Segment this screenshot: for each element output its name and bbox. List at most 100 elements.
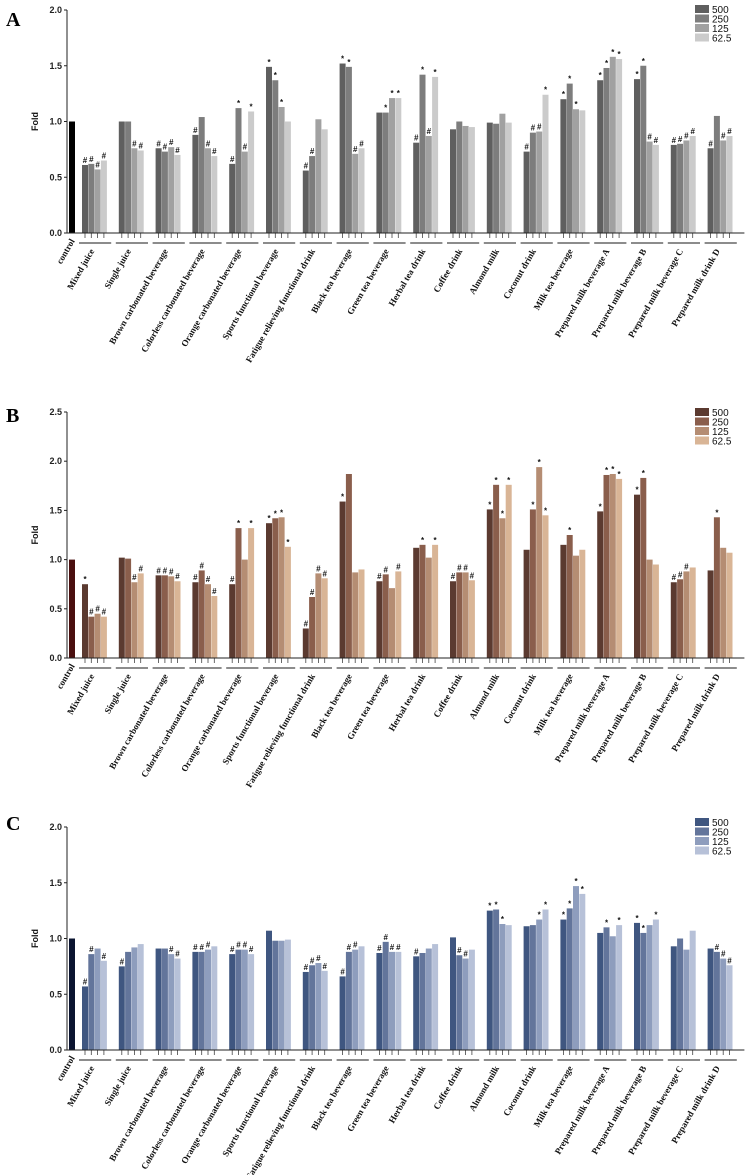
significance-star: * <box>562 90 566 99</box>
x-label-category: Colorless carbonated beverage <box>139 247 207 354</box>
significance-hash: # <box>463 563 468 572</box>
bar-group: ##Single juice <box>102 557 148 715</box>
significance-star: * <box>507 476 511 485</box>
bar-250 <box>419 74 426 233</box>
bar-62-5 <box>211 946 218 1050</box>
significance-star: * <box>434 536 438 545</box>
bar-125 <box>425 948 432 1050</box>
bar-250 <box>493 123 500 233</box>
bar-125 <box>536 467 543 658</box>
significance-hash: # <box>721 950 726 959</box>
significance-hash: # <box>727 956 732 965</box>
legend-label: 125 <box>712 837 729 848</box>
significance-hash: # <box>310 147 315 156</box>
bar-250 <box>161 151 168 233</box>
significance-star: * <box>237 519 241 528</box>
significance-hash: # <box>383 565 388 574</box>
significance-hash: # <box>163 566 168 575</box>
bar-250 <box>640 477 647 658</box>
significance-star: * <box>488 902 492 911</box>
bar-250 <box>198 117 205 233</box>
significance-hash: # <box>457 563 462 572</box>
bar-500 <box>266 930 272 1050</box>
x-label-category: Single juice <box>102 247 133 290</box>
bar-500 <box>670 946 677 1050</box>
significance-hash: # <box>383 933 388 942</box>
bar-62-5 <box>468 949 475 1050</box>
significance-hash: # <box>175 572 180 581</box>
bar-125 <box>278 940 285 1050</box>
significance-hash: # <box>322 962 327 971</box>
significance-hash: # <box>193 126 198 135</box>
bar-500 <box>339 976 346 1050</box>
bar-250 <box>419 544 426 658</box>
legend-label: 500 <box>712 408 729 419</box>
bar-250 <box>603 474 610 658</box>
bar-500 <box>192 582 199 658</box>
bar-125 <box>609 473 616 658</box>
bar-62-5 <box>542 909 549 1050</box>
bar-125 <box>683 949 690 1050</box>
x-label-category: Single juice <box>102 1064 133 1107</box>
significance-hash: # <box>156 139 161 148</box>
legend-swatch <box>695 5 709 13</box>
x-label-category: Coffee drink <box>431 1064 464 1111</box>
significance-star: * <box>538 458 542 467</box>
bar-62-5 <box>432 944 439 1050</box>
bar-250 <box>603 927 610 1050</box>
x-label-category: Milk tea beverage <box>532 672 575 737</box>
bar-125 <box>683 140 690 233</box>
bar-250 <box>640 65 647 233</box>
bar-62-5 <box>211 156 218 233</box>
significance-hash: # <box>396 943 401 952</box>
significance-star: * <box>280 98 284 107</box>
legend-label: 125 <box>712 427 729 438</box>
y-tick-label: 0.0 <box>49 1045 62 1055</box>
bar-group: ##Single juice <box>102 121 148 290</box>
x-label-category: Single juice <box>102 672 133 715</box>
significance-star: * <box>611 465 615 474</box>
bar-250 <box>125 121 132 233</box>
significance-hash: # <box>715 943 720 952</box>
bar-500 <box>634 79 640 233</box>
bar-250 <box>88 954 95 1050</box>
y-tick-label: 1.0 <box>49 117 62 127</box>
significance-hash: # <box>243 941 248 950</box>
significance-star: * <box>274 509 278 518</box>
bar-250 <box>677 143 684 233</box>
bar-500 <box>450 581 456 658</box>
significance-star: * <box>635 70 639 79</box>
significance-star: * <box>611 48 615 57</box>
significance-star: * <box>568 526 572 535</box>
bar-62-5 <box>284 939 291 1050</box>
bar-500 <box>229 163 236 233</box>
bar-62-5 <box>689 135 696 233</box>
bar-250 <box>529 925 536 1050</box>
bar-62-5 <box>248 111 255 233</box>
bar-500 <box>376 112 383 233</box>
significance-hash: # <box>322 569 327 578</box>
significance-hash: # <box>531 124 536 133</box>
bar-500 <box>339 501 346 658</box>
legend-swatch <box>695 846 709 855</box>
bar-62-5 <box>616 59 623 234</box>
bar-125 <box>352 153 359 233</box>
bar-62-5 <box>616 925 623 1050</box>
legend-label: 500 <box>712 818 729 829</box>
bar-250 <box>566 83 573 233</box>
significance-star: * <box>531 500 535 509</box>
bar-62-5 <box>358 569 365 658</box>
bar-62-5 <box>100 160 107 233</box>
significance-hash: # <box>95 160 100 169</box>
bar-250 <box>603 67 610 233</box>
bar-250 <box>272 940 279 1050</box>
bar-500 <box>266 66 272 234</box>
significance-hash: # <box>132 573 137 582</box>
y-tick-label: 2.5 <box>49 407 62 417</box>
bar-500 <box>192 134 199 233</box>
significance-hash: # <box>708 139 713 148</box>
significance-hash: # <box>672 136 677 145</box>
bar-125 <box>573 555 579 658</box>
bar-62-5 <box>137 150 144 233</box>
